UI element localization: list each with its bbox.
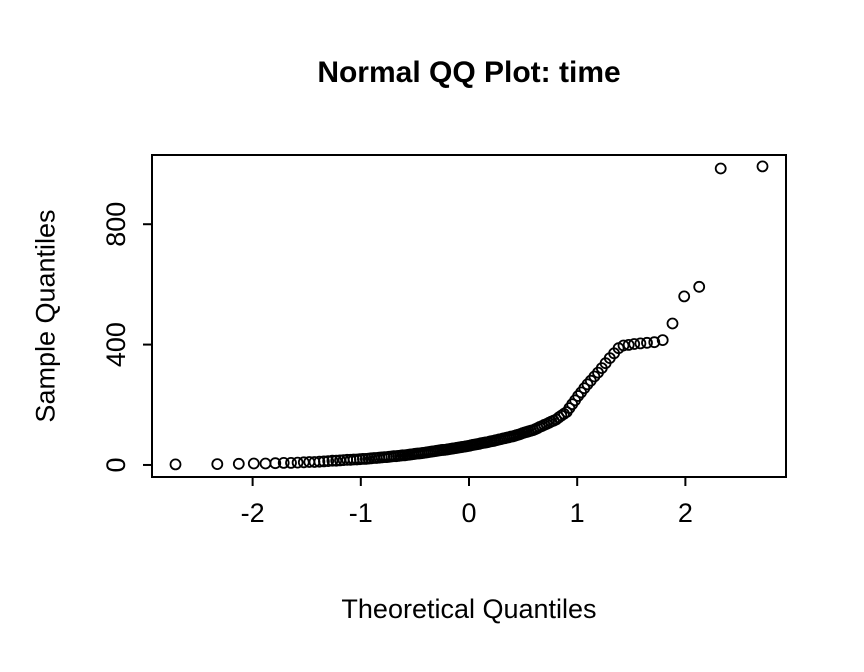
x-tick-label: 2 (678, 498, 693, 528)
x-tick-label: 0 (461, 498, 476, 528)
data-point (322, 455, 335, 468)
data-point (317, 455, 330, 468)
data-point (581, 378, 594, 391)
data-point (169, 458, 182, 471)
data-point (247, 457, 260, 470)
data-point (232, 457, 245, 470)
data-point (648, 336, 661, 349)
data-point (211, 458, 224, 471)
data-point (588, 370, 601, 383)
data-point (330, 454, 343, 467)
data-point (628, 338, 641, 350)
data-point (678, 290, 691, 303)
y-tick-label: 400 (101, 322, 131, 367)
y-tick-label: 0 (101, 457, 131, 472)
data-point (622, 338, 635, 351)
data-point (313, 455, 326, 468)
x-tick-label: -1 (349, 498, 373, 528)
chart-title: Normal QQ Plot: time (317, 56, 621, 89)
data-point (693, 280, 706, 293)
data-point (666, 317, 679, 330)
data-point (285, 456, 297, 469)
data-point (269, 457, 282, 470)
data-point (714, 162, 727, 175)
data-point (291, 456, 304, 469)
data-point (277, 456, 290, 469)
data-point (634, 337, 647, 350)
x-axis-label: Theoretical Quantiles (341, 594, 597, 624)
y-tick-label: 800 (101, 202, 131, 247)
x-tick-label: -2 (241, 498, 265, 528)
x-tick-label: 1 (570, 498, 585, 528)
data-point (641, 336, 653, 349)
data-point (259, 457, 272, 470)
data-point (656, 334, 669, 347)
data-point (326, 454, 339, 467)
data-point (572, 390, 584, 402)
data-point (756, 160, 769, 173)
plot-border (151, 154, 787, 478)
